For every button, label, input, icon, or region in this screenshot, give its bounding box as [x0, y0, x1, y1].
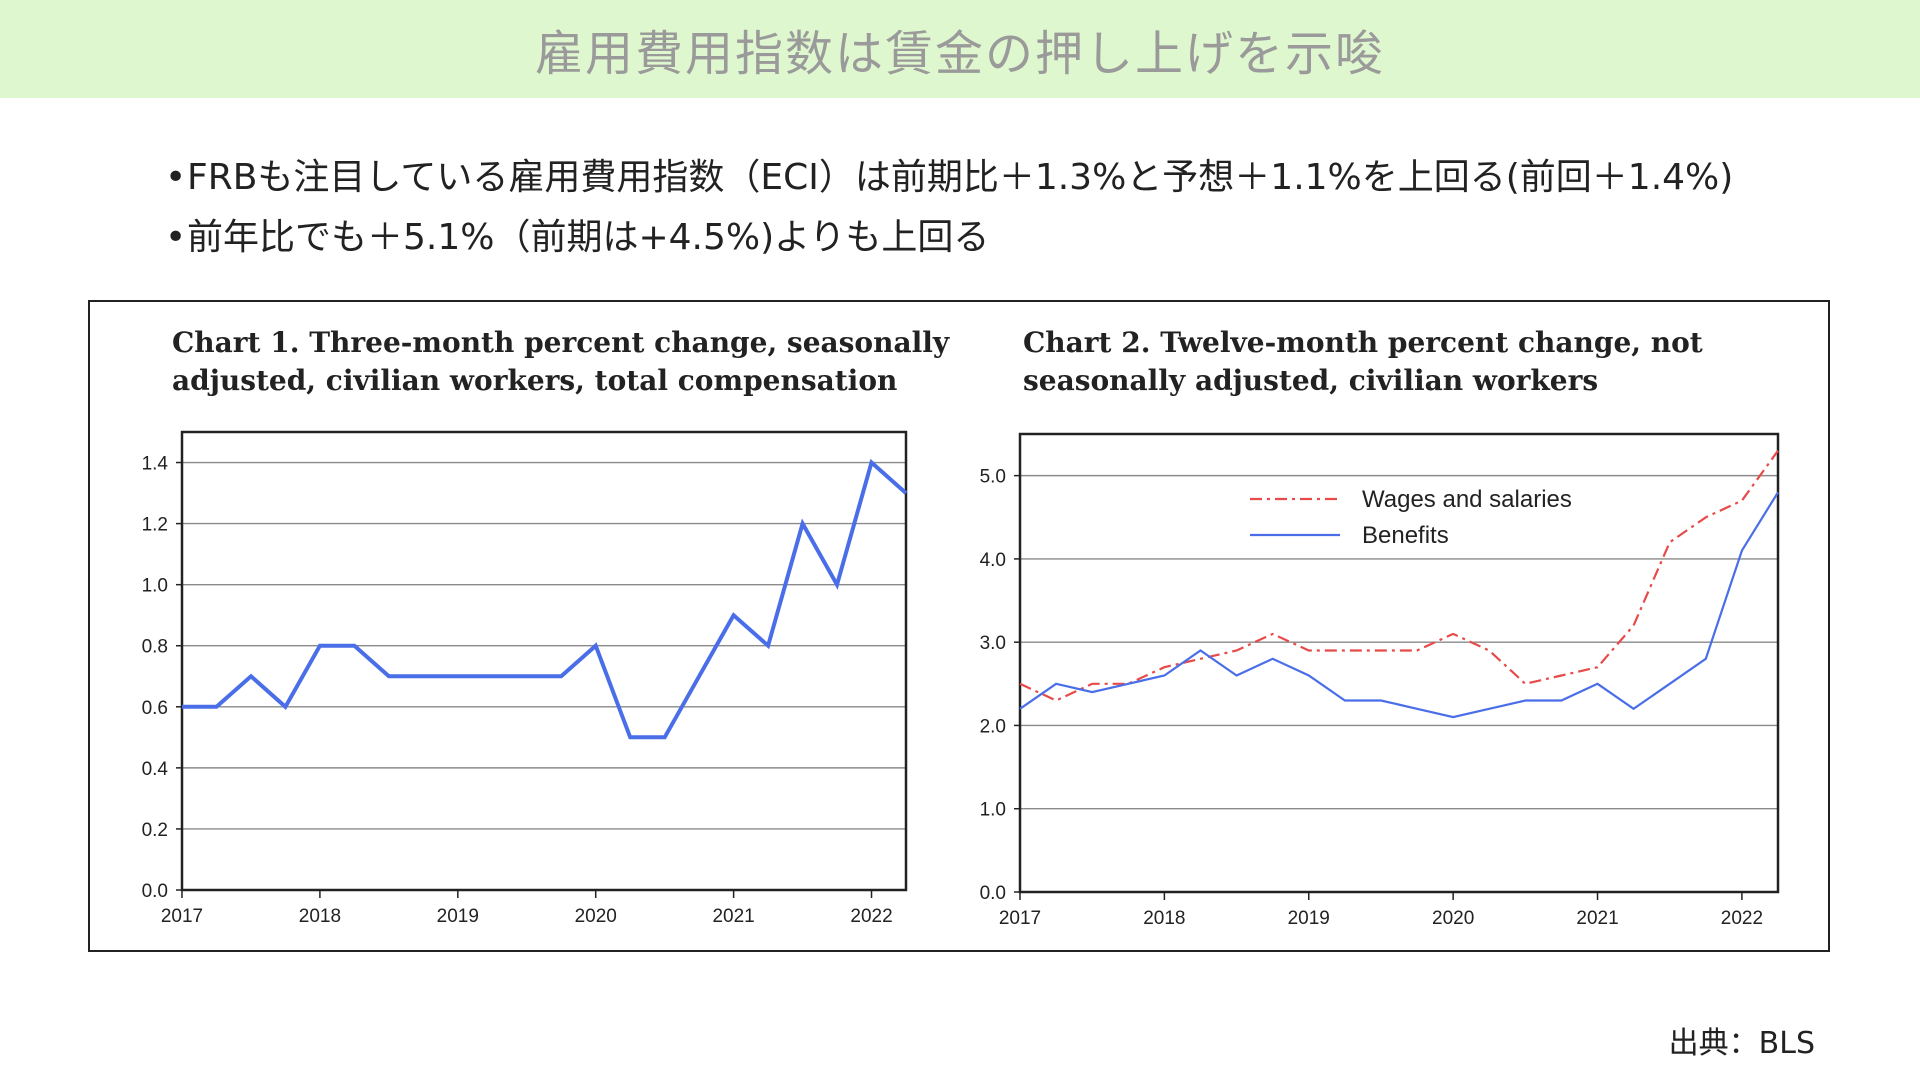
- chart1-plot: 0.0 0.2 0.4 0.6 0.8 1.0 1.2 1.4 2017 2018 2019 2020…: [142, 430, 908, 927]
- chart2-xtick-label: 2019: [1288, 908, 1330, 929]
- chart2-xtick-label: 2020: [1432, 908, 1474, 929]
- chart2-title-line1: Chart 2. Twelve-month percent change, no…: [1023, 326, 1703, 359]
- chart2-xtick-label: 2022: [1721, 908, 1763, 929]
- chart1-title-line2: adjusted, civilian workers, total compen…: [172, 364, 897, 397]
- chart1-ytick-label: 1.2: [142, 515, 168, 536]
- chart1-xtick-label: 2017: [161, 906, 203, 927]
- bullet-text: 前年比でも＋5.1%（前期は+4.5%)よりも上回る: [187, 217, 990, 258]
- chart1-ytick-label: 1.4: [142, 454, 169, 475]
- chart2-plot: 0.0 1.0 2.0 3.0 4.0 5.0 2017 2018 2019 2020 2021 20…: [980, 432, 1780, 929]
- chart1-xtick-label: 2019: [437, 906, 479, 927]
- page-title: 雇用費用指数は賃金の押し上げを示唆: [534, 26, 1385, 82]
- chart1-xtick-label: 2022: [850, 906, 892, 927]
- bullet-item: •前年比でも＋5.1%（前期は+4.5%)よりも上回る: [165, 208, 1733, 268]
- bullet-text: FRBも注目している雇用費用指数（ECI）は前期比＋1.3%と予想＋1.1%を上…: [187, 157, 1734, 198]
- chart1-ytick-label: 0.2: [142, 820, 168, 841]
- chart1-ytick-label: 0.6: [142, 698, 168, 719]
- chart1-ytick-label: 0.8: [142, 637, 168, 658]
- chart2-ytick-label: 0.0: [980, 883, 1006, 904]
- charts-canvas: Chart 1. Three-month percent change, sea…: [142, 326, 1780, 929]
- chart2-legend-label-benefits: Benefits: [1362, 522, 1449, 549]
- bullet-dot-icon: •: [165, 217, 187, 258]
- chart2-ytick-label: 4.0: [980, 550, 1006, 571]
- chart2-plot-frame: [1018, 432, 1780, 894]
- chart1-xtick-label: 2020: [575, 906, 617, 927]
- chart2-xtick-label: 2021: [1576, 908, 1618, 929]
- chart1-xtick-label: 2018: [299, 906, 341, 927]
- bullet-dot-icon: •: [165, 157, 187, 198]
- bullet-list: •FRBも注目している雇用費用指数（ECI）は前期比＋1.3%と予想＋1.1%を…: [165, 148, 1733, 268]
- chart1-plot-frame: [180, 430, 908, 892]
- source-note: 出典：BLS: [1668, 1026, 1815, 1061]
- chart2-xtick-label: 2018: [1143, 908, 1185, 929]
- chart1-ytick-label: 0.4: [142, 759, 169, 780]
- chart1-series-line: [182, 458, 908, 740]
- chart2-ytick-label: 1.0: [980, 800, 1006, 821]
- chart1-title-line1: Chart 1. Three-month percent change, sea…: [172, 326, 950, 359]
- chart1-ytick-label: 1.0: [142, 576, 168, 597]
- chart2-ytick-label: 3.0: [980, 633, 1006, 654]
- bullet-item: •FRBも注目している雇用費用指数（ECI）は前期比＋1.3%と予想＋1.1%を…: [165, 148, 1733, 208]
- chart2-wages-and-salaries-line: [1019, 450, 1779, 702]
- chart-frame: Chart 1. Three-month percent change, sea…: [88, 300, 1830, 952]
- chart1-ytick-label: 0.0: [142, 881, 168, 902]
- chart2-ytick-label: 2.0: [980, 716, 1006, 737]
- chart2-ytick-label: 5.0: [980, 467, 1006, 488]
- chart2-xtick-label: 2017: [999, 908, 1041, 929]
- chart2-title-line2: seasonally adjusted, civilian workers: [1023, 364, 1598, 397]
- chart1-xtick-label: 2021: [712, 906, 754, 927]
- chart2-legend-label-wages-and-salaries: Wages and salaries: [1362, 486, 1572, 513]
- chart2-benefits-line: [1019, 491, 1779, 719]
- title-banner: 雇用費用指数は賃金の押し上げを示唆: [0, 0, 1920, 98]
